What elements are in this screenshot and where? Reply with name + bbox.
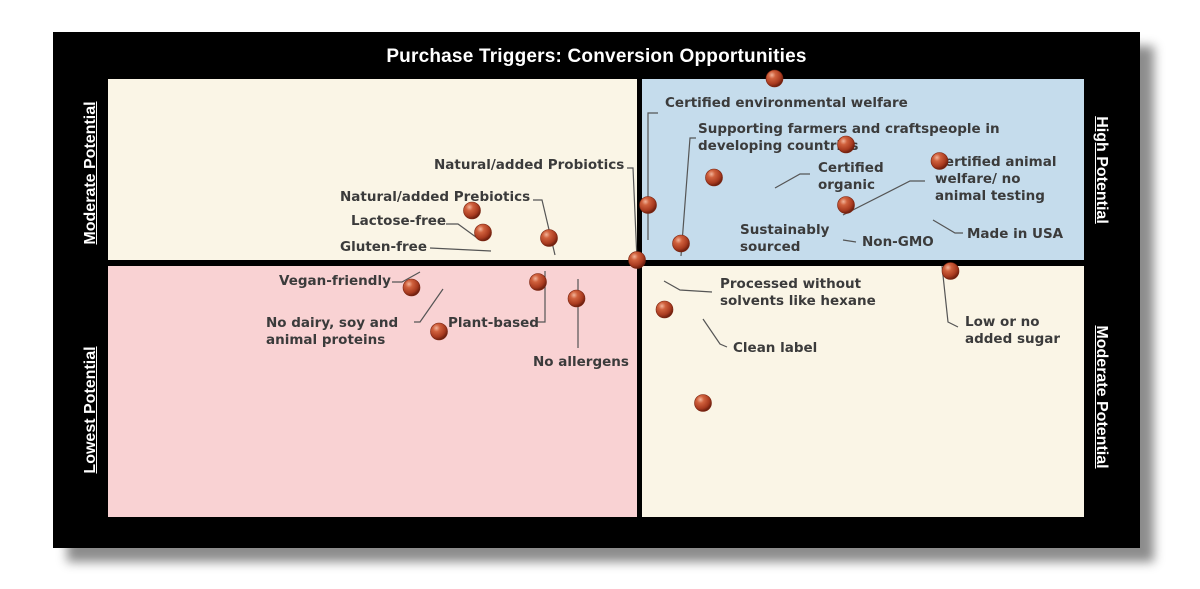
data-point [463, 201, 481, 220]
point-label: Certified animal welfare/ no animal testin… [935, 154, 1056, 204]
data-point [529, 273, 547, 291]
point-label-line: Plant-based [448, 315, 539, 331]
point-label: Certified environmental welfare [665, 95, 908, 111]
point-label: No allergens [533, 354, 629, 370]
quadrant-bottom-left [108, 266, 637, 517]
point-label-line: Low or no [965, 314, 1040, 330]
leader-line [446, 223, 481, 241]
point-label-line: added sugar [965, 331, 1060, 347]
point-label: Sustainably sourced [740, 222, 830, 255]
quadrant-label-top-right: High Potential [1093, 116, 1110, 224]
point-label-line: Clean label [733, 340, 817, 356]
leader-line [702, 318, 728, 348]
leader-line [429, 247, 492, 252]
point-label-line: No dairy, soy and [266, 315, 398, 331]
point-label-line: solvents like hexane [720, 293, 876, 309]
point-label-line: Made in USA [967, 226, 1064, 242]
data-point [474, 223, 492, 242]
data-point [567, 289, 586, 308]
point-label-line: Sustainably [740, 222, 830, 238]
point-label: Processed without solvents like hexane [720, 276, 876, 309]
leader-line [627, 167, 638, 261]
leader-lines [392, 112, 963, 348]
point-label-line: Supporting farmers and craftspeople in [698, 121, 1000, 137]
point-label-line: Natural/added Prebiotics [340, 189, 530, 205]
point-label: No dairy, soy and animal proteins [266, 315, 398, 348]
point-label: Certified organic [818, 160, 884, 193]
point-label-line: animal testing [935, 188, 1045, 204]
point-label: Plant-based [448, 315, 539, 331]
point-label: Lactose-free [351, 213, 446, 229]
point-label: Gluten-free [340, 239, 427, 255]
leader-line [774, 173, 810, 189]
data-point [430, 322, 448, 341]
point-label-line: animal proteins [266, 332, 385, 348]
point-label-line: Lactose-free [351, 213, 446, 229]
point-label-line: Natural/added Probiotics [434, 157, 624, 173]
data-point [628, 251, 646, 269]
leader-line [414, 288, 444, 323]
point-label-line: welfare/ no [935, 171, 1021, 187]
data-point [655, 300, 674, 319]
leader-line [932, 219, 963, 234]
point-label-line: sourced [740, 239, 800, 255]
data-point [540, 229, 558, 247]
point-label-line: Certified environmental welfare [665, 95, 908, 111]
point-label: Clean label [733, 340, 817, 356]
data-point [639, 196, 657, 214]
data-point [672, 234, 690, 253]
point-label-line: Gluten-free [340, 239, 427, 255]
leader-line [941, 265, 959, 328]
data-point [837, 135, 855, 154]
data-point [402, 278, 421, 297]
point-label-line: Vegan-friendly [279, 273, 391, 289]
quadrant-label-bottom-right: Moderate Potential [1093, 325, 1110, 469]
leader-line [663, 280, 713, 293]
chart-title: Purchase Triggers: Conversion Opportunit… [386, 46, 807, 67]
point-label-line: Certified animal [935, 154, 1056, 170]
data-point [765, 69, 784, 88]
point-label: Non-GMO [862, 234, 934, 250]
point-label-line: Certified [818, 160, 884, 176]
point-label-line: Non-GMO [862, 234, 934, 250]
quadrant-label-bottom-left: Lowest Potential [82, 346, 99, 474]
point-label: Vegan-friendly [279, 273, 391, 289]
data-point [837, 196, 855, 214]
leader-line [842, 180, 925, 216]
leader-line [392, 271, 421, 283]
leader-line [537, 271, 546, 323]
quadrant-bottom-right [642, 266, 1084, 517]
point-label: Natural/added Probiotics [434, 157, 624, 173]
point-label-line: developing countries [698, 138, 858, 154]
data-markers [402, 69, 960, 412]
point-label: Low or no added sugar [965, 314, 1060, 347]
point-label-line: organic [818, 177, 875, 193]
leader-line [842, 239, 857, 243]
point-labels: Certified environmental welfare Supportin… [266, 95, 1064, 370]
data-point [705, 168, 723, 187]
point-label-line: Processed without [720, 276, 862, 292]
point-label: Made in USA [967, 226, 1064, 242]
quadrant-label-top-left: Moderate Potential [82, 101, 99, 245]
point-label: Supporting farmers and craftspeople in de… [698, 121, 1000, 154]
point-label-line: No allergens [533, 354, 629, 370]
data-point [694, 394, 712, 412]
data-point [941, 262, 960, 280]
point-label: Natural/added Prebiotics [340, 189, 530, 205]
leader-line [680, 137, 696, 257]
data-point [930, 152, 949, 170]
